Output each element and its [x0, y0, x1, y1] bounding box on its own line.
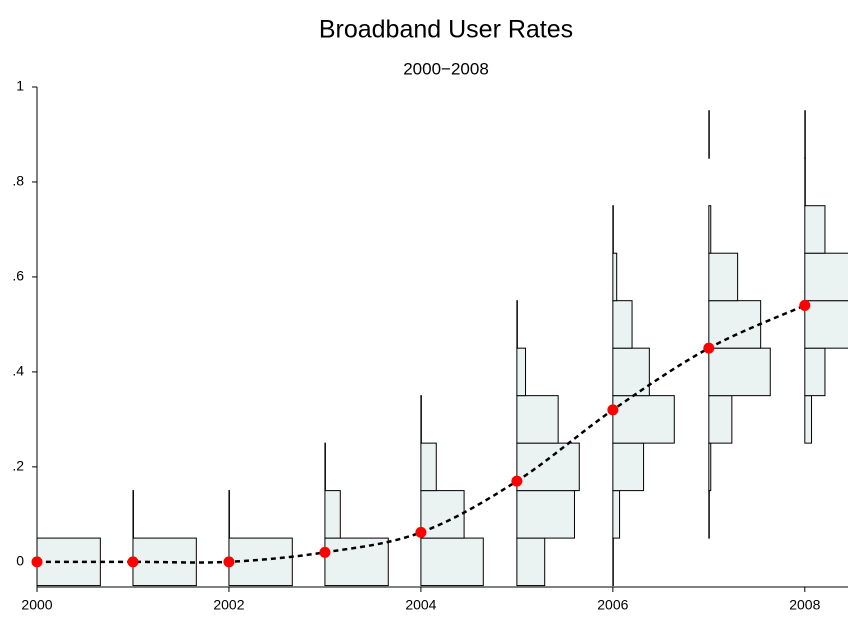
- x-tick-label: 2004: [405, 597, 436, 613]
- histogram-bar: [804, 205, 826, 254]
- y-tick-label: .6: [12, 268, 24, 284]
- histograms: [37, 110, 848, 587]
- x-tick-label: 2002: [213, 597, 244, 613]
- trend-line: [37, 304, 806, 564]
- histogram-bar: [324, 537, 389, 587]
- histogram-bar: [420, 442, 437, 492]
- point: [127, 556, 139, 568]
- histogram-bar: [516, 395, 559, 444]
- histogram-bar: [612, 395, 675, 444]
- point: [799, 299, 811, 311]
- point: [319, 546, 331, 558]
- histogram-bar: [804, 252, 848, 302]
- x-tick-label: 2006: [597, 597, 628, 613]
- point: [31, 556, 43, 568]
- y-tick-label: .8: [12, 173, 24, 189]
- histogram-bar: [516, 347, 527, 397]
- y-tick-label: .2: [12, 458, 24, 474]
- y-tick-label: 1: [16, 78, 24, 94]
- histogram-bar: [420, 537, 484, 587]
- histogram-bar: [708, 395, 733, 444]
- histogram-bar: [612, 442, 645, 492]
- histogram-bar: [420, 490, 465, 539]
- histogram-bar: [708, 347, 771, 397]
- histogram-bar: [324, 490, 341, 539]
- chart-title: Broadband User Rates: [319, 16, 573, 44]
- histogram-bar: [516, 490, 575, 539]
- y-tick-label: 0: [16, 553, 24, 569]
- point: [703, 342, 715, 354]
- x-tick-label: 2000: [21, 597, 52, 613]
- point: [511, 475, 523, 487]
- point: [607, 404, 619, 416]
- histogram-bar: [708, 252, 739, 302]
- point: [223, 556, 235, 568]
- histogram-bar: [612, 300, 633, 349]
- point: [415, 526, 427, 538]
- histogram-bar: [708, 205, 712, 254]
- histogram-bar: [804, 347, 826, 397]
- chart-subtitle: 2000−2008: [403, 59, 489, 78]
- histogram-bar: [516, 537, 546, 587]
- y-tick-label: .4: [12, 363, 24, 379]
- histogram-bar: [708, 442, 712, 492]
- histogram-bar: [612, 490, 621, 539]
- histogram-bar: [804, 395, 813, 444]
- histogram-bar: [516, 442, 580, 492]
- histogram-bar: [612, 252, 618, 302]
- histogram-bar: [804, 300, 848, 349]
- x-tick-label: 2008: [789, 597, 820, 613]
- histogram-bar: [708, 300, 762, 349]
